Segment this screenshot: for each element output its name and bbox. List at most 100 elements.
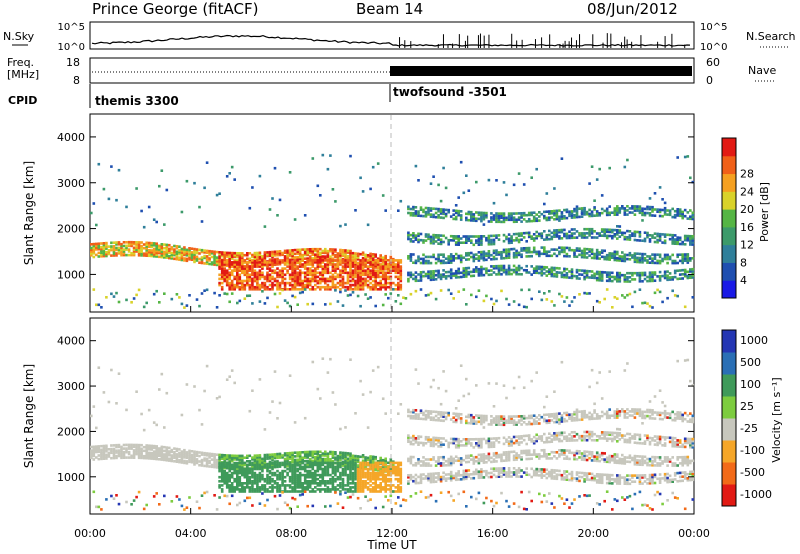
range-cell bbox=[308, 277, 312, 281]
range-cell bbox=[658, 253, 662, 257]
range-cell bbox=[381, 269, 385, 272]
range-cell bbox=[145, 247, 148, 250]
range-cell bbox=[190, 460, 194, 464]
range-cell bbox=[369, 269, 372, 272]
range-cell bbox=[432, 207, 435, 210]
range-cell bbox=[321, 467, 325, 471]
range-cell bbox=[263, 457, 267, 460]
range-cell bbox=[651, 271, 654, 274]
range-cell bbox=[631, 274, 634, 277]
range-cell bbox=[283, 251, 287, 254]
range-cell bbox=[439, 273, 443, 277]
range-cell bbox=[364, 471, 367, 475]
range-cell bbox=[517, 240, 521, 244]
range-cell bbox=[497, 234, 501, 237]
range-cell bbox=[565, 254, 569, 258]
range-cell bbox=[215, 256, 219, 259]
range-cell bbox=[344, 457, 347, 460]
range-cell bbox=[248, 261, 252, 264]
range-cell bbox=[527, 213, 531, 217]
range-cell bbox=[165, 247, 169, 250]
range-cell bbox=[208, 257, 211, 260]
range-cell bbox=[230, 463, 234, 467]
range-cell bbox=[457, 239, 460, 242]
range-cell bbox=[331, 265, 335, 268]
range-cell bbox=[228, 502, 231, 506]
range-cell bbox=[223, 471, 226, 475]
range-cell bbox=[193, 455, 196, 459]
range-cell bbox=[618, 211, 622, 214]
range-cell bbox=[130, 454, 133, 458]
range-cell bbox=[600, 270, 604, 274]
range-cell bbox=[364, 269, 367, 272]
range-cell bbox=[230, 251, 234, 255]
range-cell bbox=[419, 273, 423, 276]
range-cell bbox=[195, 298, 199, 301]
range-cell bbox=[392, 261, 395, 265]
range-cell bbox=[371, 263, 375, 266]
range-cell bbox=[268, 279, 272, 283]
range-cell bbox=[613, 252, 617, 256]
range-cell bbox=[220, 273, 224, 277]
range-cell bbox=[311, 360, 315, 364]
range-cell bbox=[95, 450, 98, 454]
range-cell bbox=[168, 249, 171, 252]
range-cell bbox=[349, 456, 352, 459]
range-cell bbox=[288, 465, 292, 469]
range-cell bbox=[417, 279, 420, 282]
range-cell bbox=[183, 253, 186, 257]
range-cell bbox=[361, 459, 365, 463]
range-cell bbox=[651, 208, 654, 211]
range-cell bbox=[326, 463, 330, 467]
range-cell bbox=[268, 475, 272, 479]
range-cell bbox=[356, 288, 360, 291]
range-cell bbox=[590, 256, 594, 260]
range-cell bbox=[449, 268, 453, 271]
range-cell bbox=[616, 205, 619, 208]
range-cell bbox=[298, 471, 302, 475]
range-cell bbox=[165, 455, 169, 458]
range-cell bbox=[500, 214, 503, 217]
range-cell bbox=[457, 211, 460, 215]
range-cell bbox=[590, 214, 594, 218]
range-cell bbox=[555, 231, 559, 234]
range-cell bbox=[311, 473, 315, 477]
range-cell bbox=[147, 446, 151, 449]
range-cell bbox=[517, 216, 521, 219]
range-cell bbox=[472, 213, 476, 216]
range-cell bbox=[346, 459, 350, 462]
range-cell bbox=[432, 272, 435, 275]
range-cell bbox=[268, 267, 272, 270]
range-cell bbox=[371, 461, 375, 464]
range-cell bbox=[399, 271, 403, 275]
range-cell bbox=[671, 259, 674, 263]
range-cell bbox=[225, 251, 229, 255]
range-cell bbox=[475, 180, 478, 184]
range-cell bbox=[316, 279, 320, 283]
range-cell bbox=[334, 263, 337, 266]
range-cell bbox=[158, 449, 161, 452]
range-cell bbox=[540, 298, 544, 302]
range-cell bbox=[115, 243, 118, 246]
range-cell bbox=[457, 271, 460, 275]
range-cell bbox=[291, 453, 294, 456]
range-cell bbox=[298, 263, 302, 266]
range-cell bbox=[621, 251, 624, 254]
range-cell bbox=[145, 447, 148, 451]
range-cell bbox=[273, 250, 277, 254]
range-cell bbox=[258, 251, 262, 255]
range-cell bbox=[233, 253, 236, 257]
range-cell bbox=[573, 214, 576, 217]
range-cell bbox=[251, 285, 254, 289]
range-cell bbox=[349, 269, 352, 272]
range-cell bbox=[336, 488, 340, 491]
range-cell bbox=[251, 469, 254, 473]
range-cell bbox=[293, 275, 297, 279]
range-cell bbox=[122, 248, 126, 251]
range-cell bbox=[329, 275, 332, 279]
range-cell bbox=[633, 234, 637, 238]
station-title: Prince George (fitACF) bbox=[92, 0, 259, 18]
range-cell bbox=[424, 261, 428, 265]
range-cell bbox=[117, 454, 121, 458]
range-cell bbox=[218, 277, 221, 281]
